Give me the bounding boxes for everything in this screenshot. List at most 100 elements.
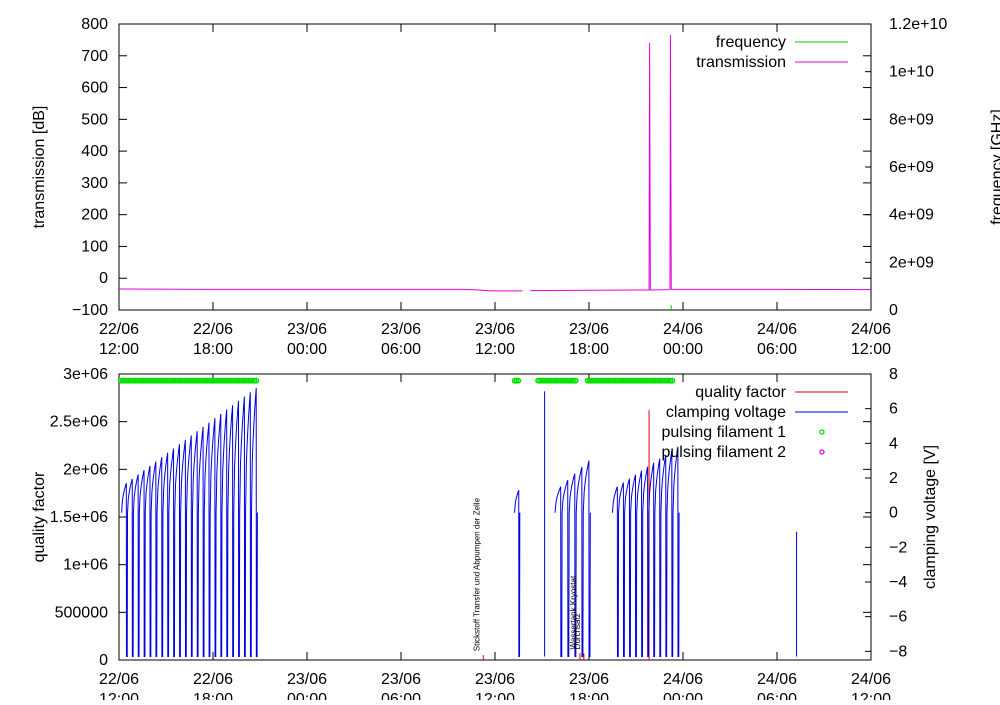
series-point-pulsing-filament-1 (572, 377, 579, 384)
y2-tick-label: 2 (889, 470, 898, 487)
x-tick-time: 06:00 (381, 341, 421, 358)
y2-tick-label: 4 (889, 435, 898, 452)
x-tick-time: 18:00 (569, 691, 609, 700)
data-layer (119, 377, 798, 660)
x-tick-date: 23/06 (381, 321, 421, 338)
y2-axis-label: clamping voltage [V] (922, 445, 939, 589)
x-tick-time: 18:00 (193, 691, 233, 700)
y-axis-label: transmission [dB] (31, 106, 48, 229)
series-line-clamping-voltage (554, 460, 591, 658)
y-tick-label: 500 (81, 111, 108, 128)
series-point-pulsing-filament-1 (253, 377, 260, 384)
legend-entry-label: transmission (696, 54, 786, 71)
x-tick-time: 06:00 (757, 691, 797, 700)
y2-tick-label: 6e+09 (889, 159, 934, 176)
x-tick-time: 00:00 (663, 341, 703, 358)
legend: frequency transmission (696, 34, 848, 71)
y2-tick-label: 4e+09 (889, 207, 934, 224)
legend-entry-label: quality factor (695, 384, 786, 401)
quality-factor-panel: 0 500000 1e+06 1.5e+06 2e+06 2.5e+06 3e+06 −8 −6… (31, 366, 939, 705)
x-tick-date: 23/06 (475, 321, 515, 338)
x-tick-time: 06:00 (757, 341, 797, 358)
x-tick-time: 00:00 (663, 691, 703, 700)
y2-tick-label: 1e+10 (889, 64, 934, 81)
x-tick-date: 24/06 (851, 321, 891, 338)
series-point-pulsing-filament-1 (669, 377, 676, 384)
x-tick-date: 22/06 (193, 321, 233, 338)
x-tick-time: 12:00 (851, 341, 891, 358)
y2-tick-label: 2e+09 (889, 254, 934, 271)
y-tick-label: 200 (81, 207, 108, 224)
y-tick-label: 3e+06 (63, 366, 108, 383)
x-tick-time: 18:00 (193, 341, 233, 358)
y2-tick-label: 8e+09 (889, 111, 934, 128)
series-line-transmission (530, 35, 871, 292)
x-tick-date: 23/06 (569, 671, 609, 688)
x-tick-date: 22/06 (99, 321, 139, 338)
x-tick-time: 18:00 (569, 341, 609, 358)
legend-marker (819, 449, 825, 455)
y-tick-label: 2.5e+06 (50, 414, 108, 431)
legend-marker (819, 429, 825, 435)
x-tick-date: 24/06 (757, 671, 797, 688)
x-tick-date: 23/06 (569, 321, 609, 338)
y2-tick-label: −2 (889, 539, 907, 556)
x-tick-date: 23/06 (287, 321, 327, 338)
y-tick-label: 700 (81, 48, 108, 65)
x-tick-time: 00:00 (287, 691, 327, 700)
y2-tick-label: 0 (889, 505, 898, 522)
y2-tick-label: 6 (889, 401, 898, 418)
annotation-label: Wassertank Kryostat (569, 575, 578, 649)
series-point-pulsing-filament-1 (515, 377, 522, 384)
x-tick-time: 12:00 (99, 691, 139, 700)
x-tick-date: 22/06 (99, 671, 139, 688)
y-tick-label: 2e+06 (63, 461, 108, 478)
y2-tick-label: −4 (889, 574, 907, 591)
y-tick-label: 100 (81, 238, 108, 255)
y-tick-label: 0 (99, 652, 108, 669)
transmission-panel: −100 0 100 200 300 400 500 600 700 800 0 2e+09 4e+09… (31, 16, 1000, 358)
y2-tick-label: 8 (889, 366, 898, 383)
x-tick-date: 24/06 (663, 321, 703, 338)
x-tick-date: 23/06 (475, 671, 515, 688)
series-line-clamping-voltage (121, 387, 258, 658)
y2-tick-label: 0 (889, 302, 898, 319)
annotation-label: Durchsatz (573, 613, 582, 649)
x-tick-date: 24/06 (851, 671, 891, 688)
y2-tick-label: −8 (889, 643, 907, 660)
y2-axis-label: frequency [GHz] (989, 109, 1000, 225)
x-tick-date: 23/06 (381, 671, 421, 688)
y-tick-label: 500000 (55, 604, 108, 621)
legend-entry-label: frequency (716, 34, 786, 51)
x-tick-time: 12:00 (475, 341, 515, 358)
y-tick-label: 600 (81, 80, 108, 97)
x-tick-date: 24/06 (663, 671, 703, 688)
y-tick-label: 400 (81, 143, 108, 160)
y-tick-label: −100 (72, 302, 108, 319)
y2-tick-label: −6 (889, 609, 907, 626)
series-line-clamping-voltage (612, 446, 680, 658)
x-tick-date: 24/06 (757, 321, 797, 338)
legend-entry-label: clamping voltage (666, 404, 786, 421)
y-tick-label: 800 (81, 16, 108, 33)
y-tick-label: 1e+06 (63, 557, 108, 574)
x-tick-time: 00:00 (287, 341, 327, 358)
series-line-clamping-voltage (514, 489, 521, 658)
x-tick-time: 12:00 (851, 691, 891, 700)
legend-entry-label: pulsing filament 2 (661, 444, 786, 461)
y2-tick-label: 1.2e+10 (889, 16, 947, 33)
y-tick-label: 1.5e+06 (50, 509, 108, 526)
annotation-label: Stickstoff Transfer und Abpumpen der Zel… (472, 497, 481, 651)
y-tick-label: 300 (81, 175, 108, 192)
x-tick-time: 12:00 (475, 691, 515, 700)
x-tick-time: 06:00 (381, 691, 421, 700)
x-tick-time: 12:00 (99, 341, 139, 358)
legend: quality factor clamping voltage pulsing fi… (661, 384, 848, 461)
y-tick-label: 0 (99, 270, 108, 287)
legend-entry-label: pulsing filament 1 (661, 424, 786, 441)
data-layer (119, 35, 871, 310)
y-axis-label: quality factor (31, 471, 48, 562)
x-tick-date: 22/06 (193, 671, 233, 688)
